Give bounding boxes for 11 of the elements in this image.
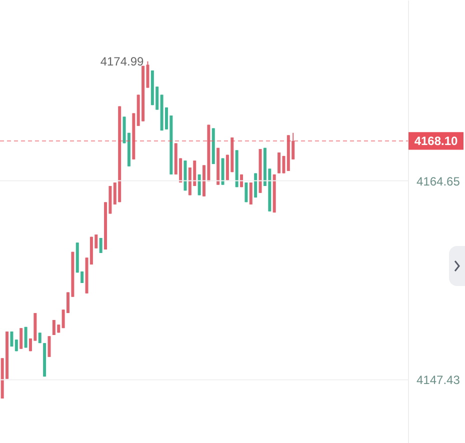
candlestick [249,182,252,205]
candlestick [20,328,23,350]
annotation: 4174.99 [100,54,144,68]
candlestick [278,152,281,174]
candlestick [10,331,14,348]
candlestick [99,237,102,254]
y-tick-label: 4147.43 [416,373,460,388]
candlestick [48,336,51,358]
candlestick [244,182,248,203]
y-tick-label: 4164.65 [416,174,460,188]
ref-line-label: 4168.10 [414,134,458,148]
